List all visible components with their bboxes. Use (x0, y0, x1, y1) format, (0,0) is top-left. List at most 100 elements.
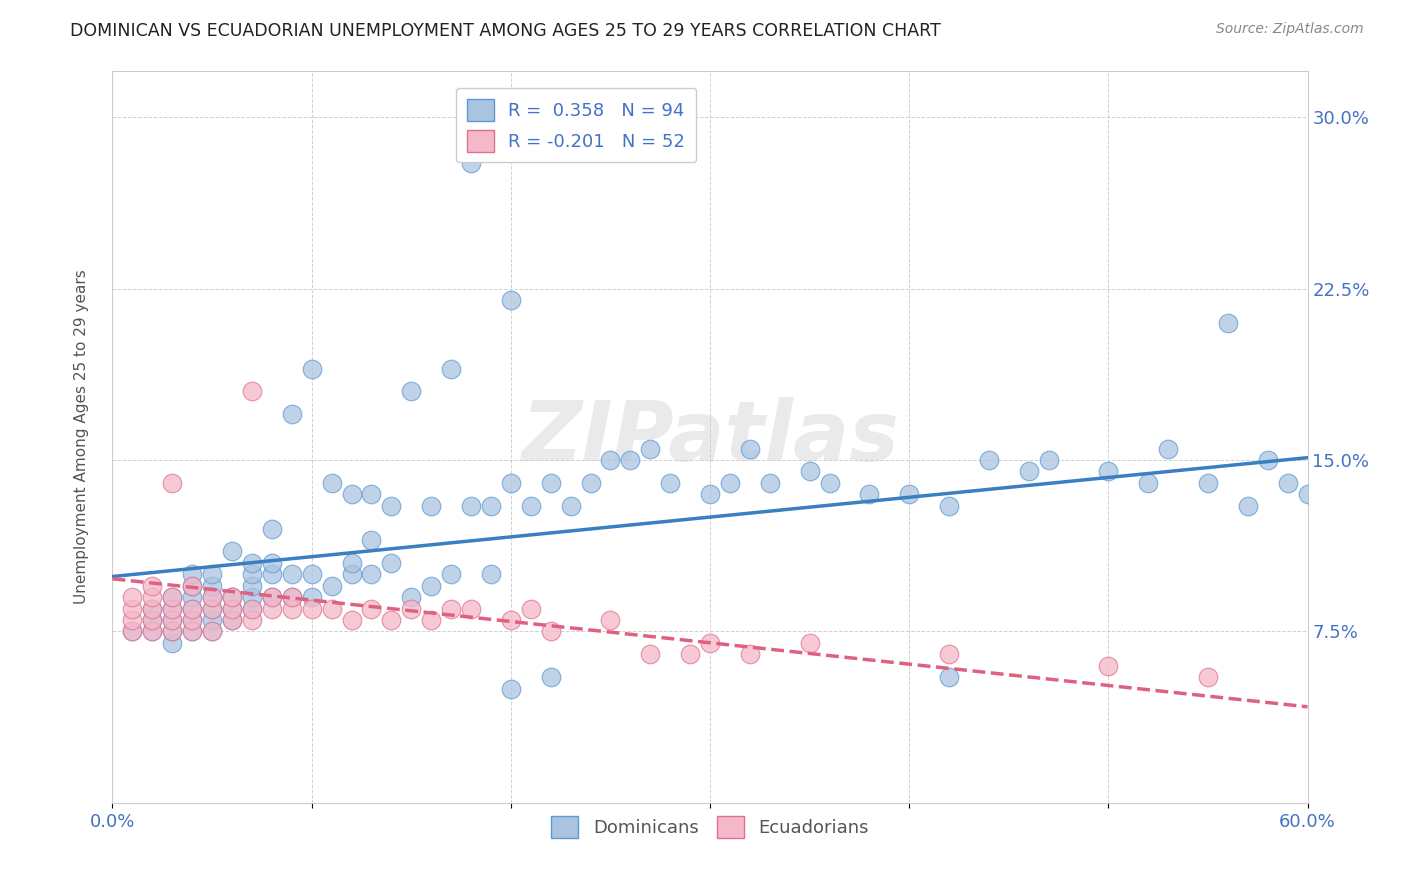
Point (141, 590, 163, 604)
Point (141, 613, 163, 627)
Point (938, 647, 960, 661)
Point (301, 567, 323, 582)
Point (162, 624, 183, 639)
Point (201, 624, 224, 639)
Point (360, 601, 382, 615)
Point (360, 567, 382, 582)
Point (181, 579, 204, 593)
Y-axis label: Unemployment Among Ages 25 to 29 years: Unemployment Among Ages 25 to 29 years (75, 269, 89, 605)
Point (201, 579, 224, 593)
Point (301, 361, 323, 376)
Point (321, 579, 343, 593)
Point (460, 155, 482, 169)
Point (499, 293, 522, 307)
Point (201, 601, 224, 615)
Point (201, 601, 224, 615)
Text: Source: ZipAtlas.com: Source: ZipAtlas.com (1216, 22, 1364, 37)
Point (401, 601, 423, 615)
Point (479, 567, 502, 582)
Point (499, 681, 522, 696)
Point (560, 499, 582, 513)
Point (181, 624, 204, 639)
Point (440, 601, 463, 615)
Point (221, 601, 243, 615)
Point (340, 567, 363, 582)
Point (1197, 475, 1219, 490)
Point (440, 361, 463, 376)
Point (240, 613, 263, 627)
Point (301, 601, 323, 615)
Point (540, 670, 562, 684)
Point (181, 624, 204, 639)
Point (640, 647, 662, 661)
Point (281, 590, 304, 604)
Point (240, 601, 263, 615)
Point (141, 624, 163, 639)
Point (1018, 464, 1040, 478)
Point (240, 556, 263, 570)
Point (240, 601, 263, 615)
Point (1137, 475, 1160, 490)
Point (240, 590, 263, 604)
Point (799, 636, 821, 650)
Point (121, 624, 143, 639)
Point (579, 475, 602, 490)
Point (260, 590, 283, 604)
Point (181, 579, 204, 593)
Point (499, 475, 522, 490)
Point (818, 475, 841, 490)
Point (141, 613, 163, 627)
Text: ZIPatlas: ZIPatlas (522, 397, 898, 477)
Point (679, 647, 702, 661)
Point (141, 624, 163, 639)
Point (260, 567, 283, 582)
Point (281, 567, 304, 582)
Point (281, 601, 304, 615)
Point (201, 613, 224, 627)
Point (460, 499, 482, 513)
Point (1237, 499, 1260, 513)
Point (221, 544, 243, 558)
Point (420, 579, 443, 593)
Point (162, 636, 183, 650)
Point (460, 601, 482, 615)
Point (1097, 658, 1119, 673)
Point (858, 487, 880, 501)
Point (520, 499, 543, 513)
Point (938, 670, 960, 684)
Point (799, 464, 821, 478)
Point (221, 613, 243, 627)
Point (1216, 316, 1239, 330)
Point (540, 624, 562, 639)
Point (321, 475, 343, 490)
Point (221, 590, 243, 604)
Point (898, 487, 921, 501)
Point (201, 590, 224, 604)
Point (977, 453, 1000, 467)
Point (659, 475, 682, 490)
Point (141, 579, 163, 593)
Legend: Dominicans, Ecuadorians: Dominicans, Ecuadorians (544, 808, 876, 845)
Point (340, 556, 363, 570)
Point (499, 613, 522, 627)
Point (162, 601, 183, 615)
Point (181, 613, 204, 627)
Point (162, 590, 183, 604)
Point (1197, 670, 1219, 684)
Point (181, 567, 204, 582)
Point (340, 613, 363, 627)
Point (360, 487, 382, 501)
Point (380, 499, 402, 513)
Point (380, 556, 402, 570)
Point (699, 636, 721, 650)
Point (380, 613, 402, 627)
Point (281, 407, 304, 421)
Point (599, 613, 621, 627)
Point (321, 601, 343, 615)
Point (1097, 464, 1119, 478)
Text: DOMINICAN VS ECUADORIAN UNEMPLOYMENT AMONG AGES 25 TO 29 YEARS CORRELATION CHART: DOMINICAN VS ECUADORIAN UNEMPLOYMENT AMO… (70, 22, 941, 40)
Point (738, 647, 761, 661)
Point (181, 590, 204, 604)
Point (759, 475, 782, 490)
Point (201, 590, 224, 604)
